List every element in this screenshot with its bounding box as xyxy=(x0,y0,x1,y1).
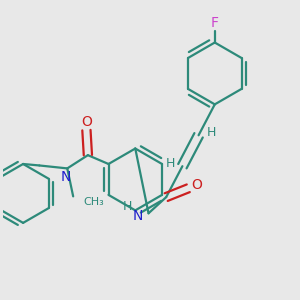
Text: O: O xyxy=(191,178,202,192)
Text: H: H xyxy=(123,200,132,213)
Text: F: F xyxy=(211,16,219,30)
Text: N: N xyxy=(61,169,71,184)
Text: O: O xyxy=(81,115,92,129)
Text: CH₃: CH₃ xyxy=(83,197,104,207)
Text: H: H xyxy=(165,157,175,170)
Text: N: N xyxy=(133,209,143,223)
Text: H: H xyxy=(207,126,217,139)
